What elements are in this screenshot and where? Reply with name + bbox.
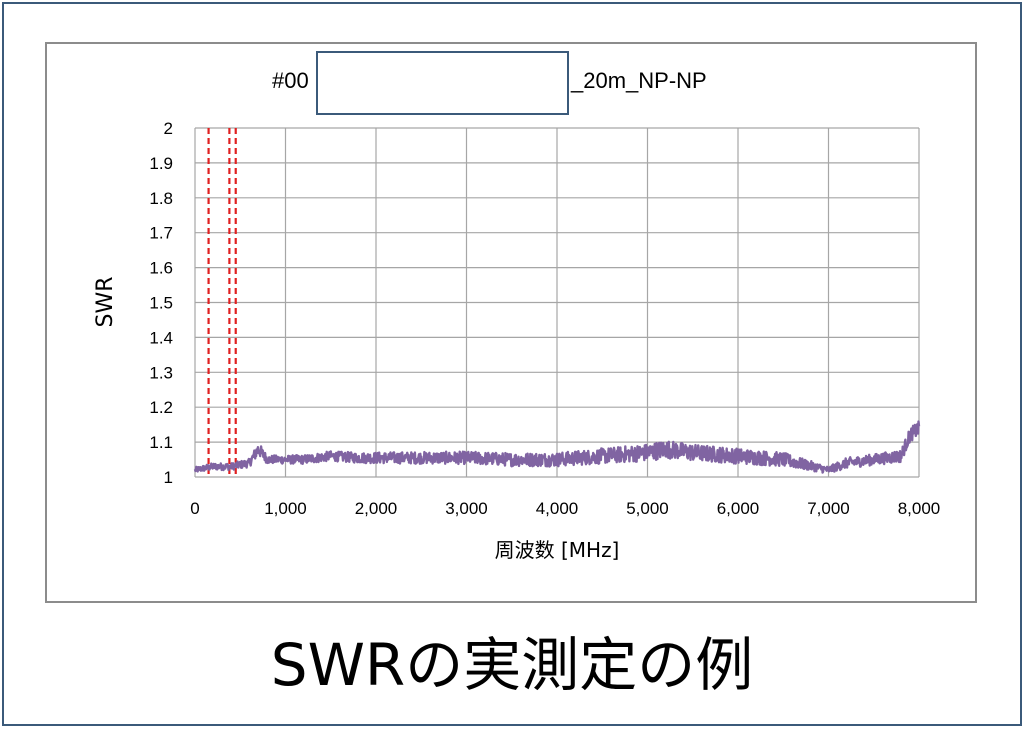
x-tick-label: 2,000 — [355, 499, 398, 518]
x-tick-label: 1,000 — [264, 499, 307, 518]
y-tick-label: 1.5 — [149, 294, 173, 313]
x-tick-label: 4,000 — [536, 499, 579, 518]
swr-series-line — [193, 420, 921, 474]
y-tick-label: 2 — [164, 119, 173, 138]
y-tick-label: 1 — [164, 468, 173, 487]
y-tick-label: 1.3 — [149, 363, 173, 382]
chart-area — [45, 42, 977, 603]
title-redaction-box — [316, 51, 569, 115]
grid-lines — [194, 127, 920, 478]
x-tick-label: 0 — [190, 499, 199, 518]
slide-caption: SWRの実測定の例 — [270, 631, 754, 699]
y-axis-title: SWR — [93, 276, 118, 327]
x-tick-label: 3,000 — [445, 499, 488, 518]
x-tick-label: 5,000 — [626, 499, 669, 518]
y-tick-label: 1.6 — [149, 259, 173, 278]
x-tick-label: 6,000 — [717, 499, 760, 518]
chart-title-prefix: #00 — [272, 68, 309, 93]
x-tick-label: 8,000 — [898, 499, 941, 518]
series-layer — [193, 420, 921, 474]
x-tick-label: 7,000 — [807, 499, 850, 518]
y-tick-label: 1.1 — [149, 433, 173, 452]
x-axis-title: 周波数 [MHz] — [495, 538, 620, 562]
y-tick-label: 1.7 — [149, 224, 173, 243]
tick-labels: 1 1.1 1.2 1.3 1.4 1.5 1.6 1.7 1.8 1.9 2 0 1,000 2,000… — [149, 119, 940, 518]
y-tick-label: 1.2 — [149, 398, 173, 417]
y-tick-label: 1.4 — [149, 328, 173, 347]
reference-lines — [207, 128, 237, 477]
y-tick-label: 1.8 — [149, 189, 173, 208]
chart-title-suffix: _20m_NP-NP — [570, 68, 707, 93]
y-tick-label: 1.9 — [149, 154, 173, 173]
